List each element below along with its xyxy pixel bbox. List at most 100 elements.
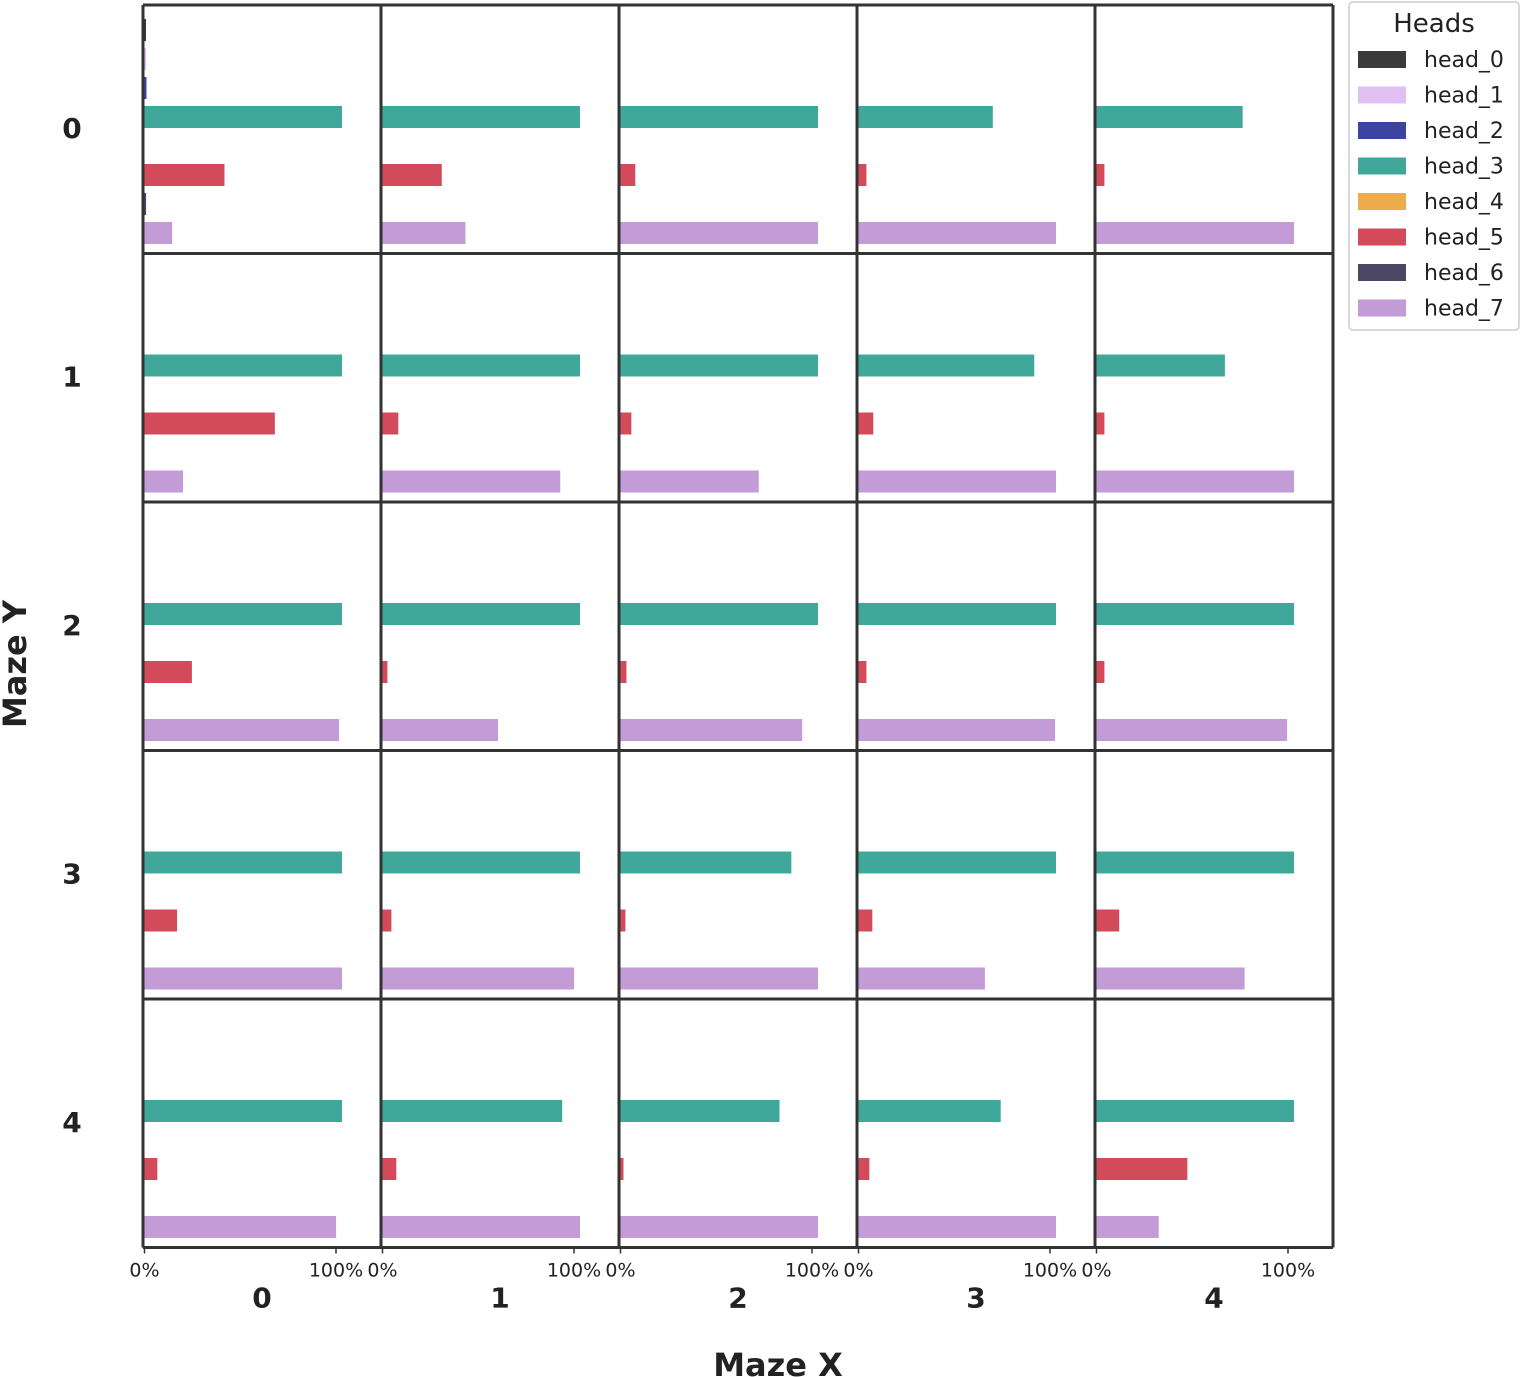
bar-head_7-x4-y3	[1096, 967, 1245, 990]
y-category-label: 2	[62, 609, 81, 642]
tick-label-min: 0%	[367, 1260, 397, 1282]
tick-label-max: 100%	[309, 1260, 363, 1282]
tick-label-max: 100%	[547, 1260, 601, 1282]
legend-swatch-head_0	[1358, 51, 1406, 68]
bar-head_5-x4-y0	[1096, 164, 1105, 186]
legend-swatch-head_4	[1358, 193, 1406, 210]
x-category-label: 4	[1204, 1282, 1223, 1315]
bar-head_7-x0-y1	[144, 470, 184, 493]
bar-head_5-x1-y0	[382, 164, 442, 186]
x-category-label: 1	[490, 1282, 509, 1315]
tick-label-min: 0%	[129, 1260, 159, 1282]
legend-swatch-head_3	[1358, 157, 1406, 175]
bar-head_3-x4-y1	[1096, 354, 1225, 377]
tick-label-min: 0%	[605, 1260, 635, 1282]
legend-label-head_6: head_6	[1424, 261, 1504, 286]
bar-head_5-x2-y2	[620, 661, 627, 683]
bar-head_3-x1-y0	[382, 106, 580, 128]
bar-head_3-x3-y1	[858, 354, 1035, 377]
bar-head_3-x2-y3	[620, 851, 792, 874]
bar-head_3-x4-y3	[1096, 851, 1294, 874]
bar-head_3-x2-y0	[620, 106, 818, 128]
category-labels: 0 1 2 3 4 0 1 2 3 4	[62, 112, 1223, 1315]
bar-head_7-x0-y3	[144, 967, 342, 990]
bar-head_3-x1-y3	[382, 851, 580, 874]
bars-layer	[144, 19, 1294, 1238]
bar-head_7-x1-y4	[382, 1216, 580, 1238]
bar-head_5-x2-y4	[620, 1158, 624, 1180]
legend-label-head_2: head_2	[1424, 119, 1504, 144]
bar-head_7-x0-y0	[144, 222, 173, 244]
bar-head_5-x3-y1	[858, 412, 874, 435]
bar-head_3-x2-y1	[620, 354, 818, 377]
bar-head_5-x2-y1	[620, 412, 632, 435]
bar-head_5-x4-y1	[1096, 412, 1105, 435]
bar-head_7-x0-y2	[144, 719, 340, 741]
x-axis-title: Maze X	[713, 1346, 843, 1377]
legend-label-head_5: head_5	[1424, 226, 1504, 251]
legend: Heads head_0 head_1 head_2 head_3 head_4head…	[1348, 1, 1520, 331]
bar-head_5-x0-y2	[144, 661, 192, 683]
bar-head_6-x0-y0	[144, 193, 147, 215]
legend-label-head_0: head_0	[1424, 48, 1504, 73]
legend-frame	[1348, 1, 1520, 331]
x-category-label: 0	[252, 1282, 271, 1315]
y-category-label: 4	[62, 1106, 81, 1139]
bar-head_7-x4-y2	[1096, 719, 1288, 741]
legend-items: head_0 head_1 head_2 head_3 head_4 head_5head…	[1358, 48, 1504, 322]
bar-head_3-x2-y2	[620, 603, 818, 625]
bar-head_7-x1-y0	[382, 222, 466, 244]
bar-head_5-x3-y3	[858, 909, 873, 932]
bar-head_7-x2-y1	[620, 470, 759, 493]
bar-head_5-x0-y4	[144, 1158, 158, 1180]
bar-head_5-x2-y0	[620, 164, 636, 186]
x-category-label: 2	[728, 1282, 747, 1315]
bar-head_3-x0-y1	[144, 354, 342, 377]
bar-head_7-x4-y4	[1096, 1216, 1159, 1238]
bar-head_5-x1-y1	[382, 412, 399, 435]
bar-head_1-x0-y0	[144, 48, 146, 70]
bar-head_3-x1-y2	[382, 603, 580, 625]
legend-label-head_4: head_4	[1424, 190, 1504, 215]
x-category-label: 3	[966, 1282, 985, 1315]
bar-head_3-x0-y0	[144, 106, 342, 128]
bar-head_3-x1-y4	[382, 1100, 563, 1122]
legend-swatch-head_6	[1358, 264, 1406, 281]
bar-head_5-x0-y1	[144, 412, 275, 435]
bar-head_2-x0-y0	[144, 77, 147, 99]
bar-head_5-x4-y2	[1096, 661, 1105, 683]
y-category-label: 1	[62, 361, 81, 394]
bar-head_5-x0-y3	[144, 909, 178, 932]
bar-head_3-x3-y2	[858, 603, 1056, 625]
tick-label-max: 100%	[785, 1260, 839, 1282]
value-ticks: 0% 100% 0% 100% 0% 100% 0% 100% 0% 100%	[129, 1247, 1315, 1282]
bar-head_7-x4-y0	[1096, 222, 1294, 244]
bar-head_7-x1-y2	[382, 719, 499, 741]
bar-head_5-x2-y3	[620, 909, 626, 932]
bar-head_3-x1-y1	[382, 354, 580, 377]
bar-head_3-x3-y4	[858, 1100, 1001, 1122]
bar-head_7-x3-y0	[858, 222, 1056, 244]
bar-head_3-x4-y4	[1096, 1100, 1294, 1122]
bar-head_5-x0-y0	[144, 164, 225, 186]
legend-label-head_1: head_1	[1424, 84, 1504, 109]
bar-head_7-x2-y0	[620, 222, 818, 244]
tick-label-max: 100%	[1261, 1260, 1315, 1282]
bar-head_5-x3-y2	[858, 661, 867, 683]
bar-head_3-x3-y3	[858, 851, 1056, 874]
bar-head_7-x3-y3	[858, 967, 985, 990]
bar-head_7-x3-y1	[858, 470, 1056, 493]
panel-grid	[141, 3, 1335, 1249]
bar-head_3-x0-y4	[144, 1100, 342, 1122]
bar-head_3-x2-y4	[620, 1100, 780, 1122]
bar-head_5-x1-y4	[382, 1158, 397, 1180]
bar-head_7-x3-y4	[858, 1216, 1056, 1238]
bar-head_5-x1-y2	[382, 661, 388, 683]
bar-head_7-x1-y3	[382, 967, 575, 990]
legend-swatch-head_7	[1358, 299, 1406, 317]
legend-label-head_3: head_3	[1424, 155, 1504, 180]
legend-title: Heads	[1393, 9, 1475, 39]
bar-head_3-x3-y0	[858, 106, 993, 128]
bar-head_5-x1-y3	[382, 909, 392, 932]
